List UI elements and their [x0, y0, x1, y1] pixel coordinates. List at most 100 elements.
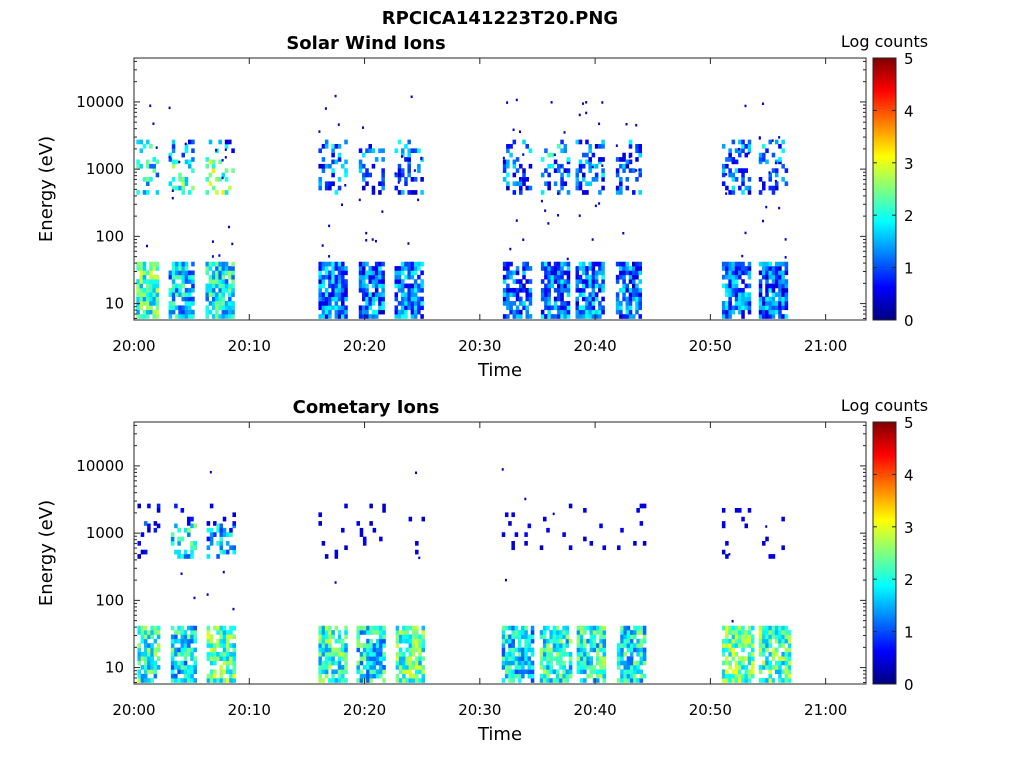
spectrogram-cell [549, 669, 553, 675]
spectrogram-cell [762, 102, 765, 105]
spectrogram-cell [222, 647, 227, 653]
spectrogram-cell [381, 305, 385, 311]
spectrogram-cell [365, 314, 369, 319]
spectrogram-cell [381, 287, 385, 293]
spectrogram-cell [721, 508, 726, 513]
spectrogram-cell [407, 139, 411, 145]
spectrogram-cell [365, 296, 369, 302]
colorbar-tick-label: 3 [904, 155, 914, 173]
spectrogram-cell [550, 266, 555, 271]
spectrogram-cell [318, 185, 322, 191]
spectrogram-cell [762, 270, 766, 276]
spectrogram-cell [358, 159, 363, 165]
spectrogram-cell [784, 261, 789, 267]
spectrogram-cell [362, 625, 367, 631]
spectrogram-cell [170, 638, 175, 644]
spectrogram-cell [731, 638, 736, 644]
spectrogram-cell [623, 643, 627, 648]
spectrogram-cell [725, 266, 729, 271]
spectrogram-cell [147, 651, 151, 657]
spectrogram-cell [225, 541, 230, 546]
spectrogram-cell [591, 287, 596, 293]
spectrogram-cell [371, 309, 376, 315]
spectrogram-cell [731, 625, 736, 631]
spectrogram-cell [585, 111, 588, 115]
spectrogram-cell [509, 292, 513, 297]
spectrogram-cell [168, 274, 173, 280]
spectrogram-cell [228, 185, 232, 191]
spectrogram-cell [601, 309, 605, 315]
spectrogram-cell [190, 549, 194, 555]
spectrogram-cell [221, 274, 226, 280]
spectrogram-cell [586, 638, 590, 644]
spectrogram-cell [334, 144, 339, 149]
spectrogram-cell [149, 163, 153, 169]
spectrogram-cell [331, 673, 335, 679]
spectrogram-cell [562, 651, 566, 657]
spectrogram-cell [747, 296, 752, 302]
spectrogram-cell [379, 669, 383, 675]
spectrogram-cell [221, 314, 226, 319]
spectrogram-cell [575, 287, 580, 293]
figure-title: RPCICA141223T20.PNG [382, 8, 618, 29]
spectrogram-cell [581, 102, 584, 105]
spectrogram-cell [216, 630, 220, 635]
spectrogram-cell [143, 665, 148, 670]
spectrogram-cell [728, 157, 732, 162]
spectrogram-cell [504, 638, 509, 644]
spectrogram-cell [562, 630, 566, 635]
spectrogram-cell [639, 656, 644, 661]
spectrogram-cell [768, 630, 773, 635]
spectrogram-cell [747, 139, 752, 145]
spectrogram-cell [171, 159, 176, 165]
spectrogram-cell [177, 630, 181, 635]
spectrogram-cell [721, 638, 726, 644]
spectrogram-cell [420, 190, 424, 195]
spectrogram-cell [381, 292, 385, 297]
spectrogram-cell [156, 665, 161, 670]
spectrogram-cell [744, 292, 749, 297]
spectrogram-cell [620, 634, 624, 640]
spectrogram-cell [183, 630, 188, 635]
spectrogram-cell [328, 261, 332, 267]
spectrogram-cell [738, 296, 742, 302]
spectrogram-cell [221, 270, 226, 276]
spectrogram-cell [635, 157, 639, 162]
spectrogram-cell [341, 527, 345, 533]
spectrogram-cell [560, 287, 564, 293]
spectrogram-cell [738, 630, 742, 635]
spectrogram-cell [758, 292, 763, 297]
spectrogram-cell [139, 296, 144, 302]
spectrogram-cell [400, 190, 405, 195]
spectrogram-cell [762, 678, 766, 683]
spectrogram-cell [344, 545, 348, 551]
spectrogram-cell [324, 274, 329, 280]
spectrogram-cell [334, 296, 339, 302]
spectrogram-cell [374, 270, 379, 276]
spectrogram-cell [232, 549, 236, 555]
panel-title: Cometary Ions [293, 397, 440, 418]
spectrogram-cell [153, 673, 158, 679]
spectrogram-cell [631, 292, 636, 297]
spectrogram-cell [410, 305, 415, 311]
spectrogram-cell [555, 630, 560, 635]
spectrogram-cell [768, 669, 773, 675]
spectrogram-cell [362, 665, 367, 670]
spectrogram-cell [502, 163, 507, 169]
spectrogram-cell [139, 139, 144, 145]
spectrogram-cell [622, 157, 626, 162]
spectrogram-cell [762, 181, 766, 187]
spectrogram-cell [382, 669, 386, 675]
spectrogram-cell [758, 270, 763, 276]
spectrogram-cell [417, 266, 421, 271]
spectrogram-cell [149, 270, 153, 276]
spectrogram-cell [741, 261, 745, 267]
spectrogram-cell [209, 643, 214, 648]
spectrogram-cell [629, 656, 634, 661]
spectrogram-cell [222, 660, 227, 666]
spectrogram-cell [324, 314, 329, 319]
spectrogram-cell [408, 660, 413, 666]
panel-title: Solar Wind Ions [286, 33, 445, 54]
spectrogram-cell [781, 270, 785, 276]
spectrogram-cell [728, 292, 732, 297]
